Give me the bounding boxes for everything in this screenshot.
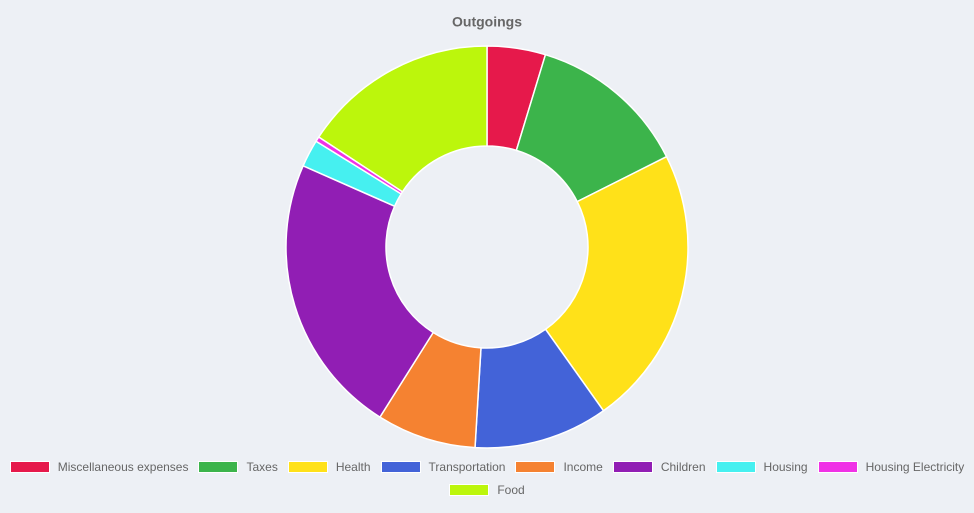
slice: [317, 45, 488, 193]
legend-swatch: [715, 460, 756, 473]
legend-item[interactable]: Housing: [715, 459, 808, 474]
legend-swatch: [287, 460, 328, 473]
legend-swatch: [9, 460, 50, 473]
legend-label: Income: [563, 459, 603, 474]
legend-swatch: [380, 460, 421, 473]
legend-item[interactable]: Transportation: [380, 459, 506, 474]
legend-item[interactable]: Income: [515, 459, 603, 474]
legend-item[interactable]: Housing Electricity: [817, 459, 965, 474]
legend-item[interactable]: Food: [449, 482, 525, 497]
legend-label: Miscellaneous expenses: [57, 459, 189, 474]
legend-swatch: [198, 460, 239, 473]
legend-label: Taxes: [246, 459, 278, 474]
legend-swatch: [817, 460, 858, 473]
legend-swatch: [515, 460, 556, 473]
legend-item[interactable]: Health: [287, 459, 371, 474]
legend-swatch: [449, 483, 490, 496]
legend: Miscellaneous expenses Taxes Health Transpo…: [5, 459, 969, 497]
legend-item[interactable]: Children: [612, 459, 706, 474]
legend-label: Food: [497, 482, 525, 497]
chart: Outgoings: [285, 14, 689, 449]
legend-item[interactable]: Taxes: [198, 459, 278, 474]
legend-label: Health: [335, 459, 371, 474]
chart-title: Outgoings: [452, 14, 522, 30]
legend-swatch: [612, 460, 653, 473]
legend-label: Housing Electricity: [865, 459, 965, 474]
legend-label: Transportation: [428, 459, 506, 474]
slice: [285, 164, 435, 419]
legend-label: Children: [660, 459, 706, 474]
legend-item[interactable]: Miscellaneous expenses: [9, 459, 189, 474]
slice: [544, 155, 689, 412]
legend-label: Housing: [763, 459, 808, 474]
